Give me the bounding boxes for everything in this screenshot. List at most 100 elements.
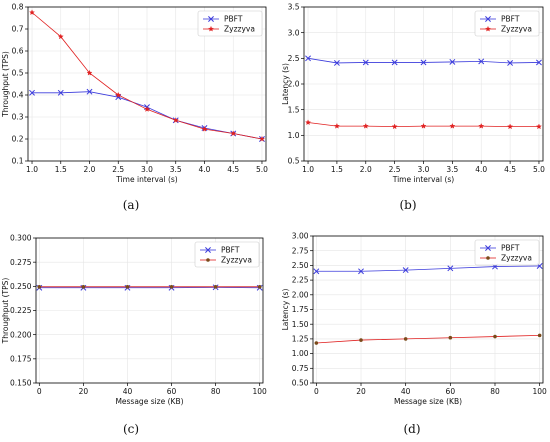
data-point-pbft xyxy=(305,55,311,62)
data-point-zyzzyva xyxy=(391,123,398,130)
series-line-zyzzyva xyxy=(316,334,540,344)
legend-marker xyxy=(485,16,491,22)
legend-entry: Zyzzyva xyxy=(501,254,532,263)
data-point-zyzzyva xyxy=(125,285,130,289)
x-tick-label: 80 xyxy=(211,387,221,396)
x-tick-label: 2.5 xyxy=(389,165,401,174)
x-tick-label: 1.0 xyxy=(302,165,314,174)
x-tick-label: 20 xyxy=(79,387,89,396)
x-axis-label: Time interval (s) xyxy=(392,175,455,184)
legend-marker xyxy=(206,258,210,262)
legend-marker xyxy=(205,247,211,253)
legend-box xyxy=(197,10,263,37)
legend-box xyxy=(474,10,540,37)
y-tick-label: 0.200 xyxy=(10,330,32,339)
legend-marker xyxy=(207,25,215,32)
data-point-zyzzyva xyxy=(169,285,174,289)
x-tick-label: 1.5 xyxy=(55,165,67,174)
y-tick-label: 0.300 xyxy=(10,234,32,243)
y-tick-label: 0.175 xyxy=(10,354,32,363)
data-point-zyzzyva xyxy=(213,285,218,289)
data-point-pbft xyxy=(333,59,340,66)
y-tick-label: 0.1 xyxy=(12,157,24,166)
y-tick-label: 0.150 xyxy=(10,379,32,388)
data-point-zyzzyva xyxy=(493,334,497,339)
x-axis-label: Time interval (s) xyxy=(115,175,178,184)
series-line-pbft xyxy=(316,265,540,272)
x-tick-label: 2.0 xyxy=(360,165,372,174)
x-tick-label: 20 xyxy=(356,387,366,396)
legend-entry: PBFT xyxy=(501,15,520,24)
legend-entry: Zyzzyva xyxy=(224,25,255,34)
legend-marker xyxy=(486,256,490,260)
data-point-zyzzyva xyxy=(448,335,453,340)
data-point-zyzzyva xyxy=(362,122,369,129)
x-tick-label: 4.0 xyxy=(199,165,211,174)
series-zyzzyva xyxy=(29,9,265,142)
x-tick-label: 4.5 xyxy=(504,165,516,174)
chart-panel-4: 0 20 40 60 80 100 0.50 0.75 1.00 1.25 1.50 1.75 2.00… xyxy=(281,232,547,436)
y-tick-label: 3.5 xyxy=(288,3,300,12)
data-point-zyzzyva xyxy=(305,119,312,126)
data-point-zyzzyva xyxy=(201,125,208,132)
data-point-zyzzyva xyxy=(57,33,64,40)
data-point-pbft xyxy=(402,267,409,274)
y-tick-label: 0.50 xyxy=(292,379,309,388)
data-point-zyzzyva xyxy=(359,338,363,342)
y-tick-label: 0.5 xyxy=(288,157,300,166)
x-tick-label: 2.0 xyxy=(84,165,96,174)
data-point-pbft xyxy=(313,268,320,275)
panel-caption: (b) xyxy=(399,198,416,212)
y-tick-label: 2.00 xyxy=(292,290,309,299)
y-tick-label: 3.0 xyxy=(288,28,300,37)
x-tick-label: 60 xyxy=(167,387,177,396)
data-point-zyzzyva xyxy=(403,337,408,341)
legend-box xyxy=(474,239,540,266)
data-point-pbft xyxy=(391,59,398,66)
x-tick-label: 5.0 xyxy=(533,165,545,174)
x-tick-label: 4.0 xyxy=(475,165,487,174)
x-axis-label: Message size (KB) xyxy=(394,397,462,406)
panel-caption: (d) xyxy=(403,422,420,436)
legend-marker xyxy=(484,25,492,32)
data-point-zyzzyva xyxy=(449,122,456,129)
series-zyzzyva xyxy=(305,119,542,130)
x-tick-label: 4.5 xyxy=(227,165,239,174)
data-point-pbft xyxy=(86,88,93,95)
y-axis-label: Latency (s) xyxy=(281,289,290,331)
x-tick-label: 3.0 xyxy=(418,165,430,174)
x-tick-label: 80 xyxy=(490,387,500,396)
y-tick-label: 2.0 xyxy=(288,80,300,89)
series-pbft xyxy=(36,284,263,291)
legend-box xyxy=(194,241,260,268)
legend-entry: PBFT xyxy=(501,244,520,253)
data-point-pbft xyxy=(362,59,369,66)
y-tick-label: 1.0 xyxy=(288,131,300,140)
y-tick-label: 0.250 xyxy=(10,282,32,291)
y-tick-label: 0.6 xyxy=(12,47,24,56)
x-axis-label: Message size (KB) xyxy=(115,397,183,406)
y-tick-label: 0.3 xyxy=(12,113,24,122)
x-tick-label: 0 xyxy=(314,387,319,396)
chart-panel-2: 1.0 1.5 2.0 2.5 3.0 3.5 4.0 4.5 5.00.51.01.52.02… xyxy=(281,3,545,212)
data-point-pbft xyxy=(420,59,427,66)
series-pbft xyxy=(305,55,542,66)
data-point-zyzzyva xyxy=(478,122,485,129)
y-tick-label: 0.4 xyxy=(12,91,24,100)
chart-panel-3: 0 20 40 60 80 100 0.150 0.175 0.200 0.225 0.250 0.2… xyxy=(1,234,267,436)
x-tick-label: 0 xyxy=(37,387,42,396)
data-point-zyzzyva xyxy=(172,117,179,123)
x-tick-label: 100 xyxy=(532,387,547,396)
panel-caption: (c) xyxy=(123,422,139,436)
y-axis-label: Throughput (TPS) xyxy=(1,51,10,118)
data-point-zyzzyva xyxy=(37,285,42,289)
y-tick-label: 2.25 xyxy=(292,276,309,285)
legend-entry: PBFT xyxy=(221,246,240,255)
y-tick-label: 1.50 xyxy=(292,320,309,329)
data-point-zyzzyva xyxy=(333,122,340,129)
y-tick-label: 1.25 xyxy=(292,335,309,344)
data-point-zyzzyva xyxy=(314,341,319,345)
